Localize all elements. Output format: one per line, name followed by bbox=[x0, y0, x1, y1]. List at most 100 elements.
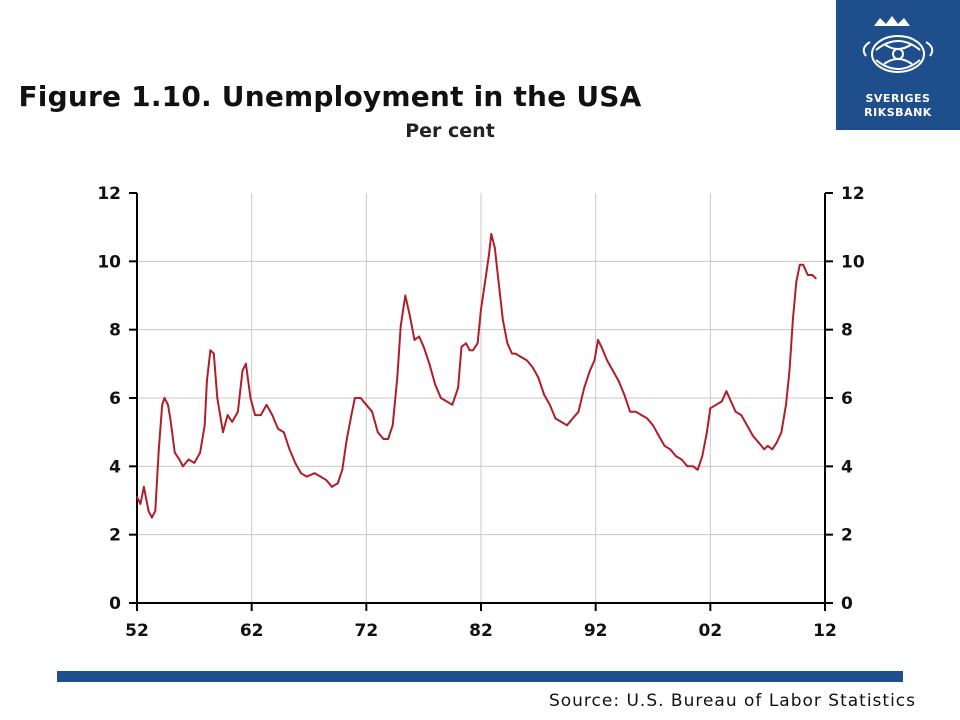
data-point bbox=[484, 277, 487, 280]
data-point bbox=[617, 380, 620, 382]
data-point bbox=[652, 424, 654, 427]
x-tick-label: 92 bbox=[584, 621, 608, 641]
data-point bbox=[212, 352, 215, 355]
chart-subtitle: Per cent bbox=[405, 120, 495, 142]
data-point bbox=[589, 369, 591, 372]
data-point bbox=[359, 397, 362, 399]
x-tick-label: 82 bbox=[469, 621, 493, 641]
data-point bbox=[399, 325, 402, 328]
series-layer bbox=[136, 233, 817, 519]
data-point bbox=[811, 274, 814, 276]
y-tick-label-left: 2 bbox=[109, 526, 121, 546]
data-point bbox=[173, 451, 176, 454]
y-tick-label-left: 6 bbox=[109, 389, 121, 409]
data-point bbox=[193, 462, 196, 464]
y-tick-label-right: 6 bbox=[841, 389, 853, 409]
data-point bbox=[751, 434, 754, 437]
data-point bbox=[525, 359, 528, 362]
data-point bbox=[696, 468, 699, 471]
data-point bbox=[178, 458, 181, 461]
data-point bbox=[798, 263, 801, 266]
x-tick-label: 52 bbox=[125, 621, 149, 641]
data-point bbox=[734, 410, 737, 413]
data-point bbox=[497, 277, 500, 280]
y-tick-label-left: 0 bbox=[109, 594, 121, 614]
data-point bbox=[288, 448, 291, 451]
data-point bbox=[199, 451, 201, 454]
data-point bbox=[766, 444, 769, 447]
data-point bbox=[413, 339, 416, 341]
riksbank-logo: SVERIGES RIKSBANK bbox=[836, 0, 960, 130]
data-point bbox=[151, 516, 153, 519]
data-point bbox=[331, 485, 333, 488]
data-point bbox=[511, 352, 513, 355]
data-point bbox=[795, 280, 798, 283]
data-point bbox=[802, 263, 805, 266]
data-point bbox=[161, 403, 164, 406]
data-point bbox=[600, 345, 603, 348]
data-point bbox=[294, 462, 297, 464]
data-point bbox=[720, 400, 723, 403]
data-point bbox=[771, 448, 774, 451]
data-point bbox=[376, 431, 379, 434]
y-tick-label-left: 8 bbox=[109, 321, 121, 341]
data-point bbox=[136, 496, 138, 498]
data-point bbox=[640, 414, 643, 416]
data-point bbox=[623, 393, 626, 396]
data-point bbox=[757, 441, 760, 444]
data-point bbox=[543, 393, 545, 396]
data-point bbox=[705, 431, 708, 434]
data-point bbox=[434, 383, 437, 386]
data-point bbox=[418, 335, 420, 338]
data-point bbox=[249, 397, 252, 399]
grid-lines bbox=[137, 193, 825, 603]
data-point bbox=[237, 410, 239, 413]
tick-marks bbox=[129, 192, 833, 611]
data-point bbox=[187, 458, 190, 461]
data-point bbox=[480, 308, 482, 311]
data-point bbox=[791, 318, 794, 321]
data-point bbox=[157, 448, 160, 451]
data-point bbox=[788, 369, 791, 372]
data-point bbox=[490, 233, 493, 235]
data-point bbox=[597, 339, 599, 341]
data-point bbox=[629, 410, 631, 413]
data-point bbox=[514, 352, 517, 355]
data-point bbox=[216, 397, 219, 399]
data-point bbox=[501, 318, 504, 321]
data-point bbox=[675, 455, 677, 457]
data-point bbox=[457, 386, 459, 389]
data-point bbox=[593, 359, 596, 362]
data-point bbox=[396, 376, 399, 379]
x-tick-label: 02 bbox=[698, 621, 722, 641]
data-point bbox=[740, 414, 743, 416]
x-tick-label: 62 bbox=[240, 621, 264, 641]
data-point bbox=[245, 362, 247, 365]
riksbank-emblem-icon bbox=[862, 16, 934, 73]
data-point bbox=[701, 455, 704, 457]
data-point bbox=[709, 407, 712, 410]
data-point bbox=[167, 403, 169, 406]
data-point bbox=[313, 472, 316, 475]
data-point bbox=[387, 438, 390, 440]
data-point bbox=[451, 403, 454, 406]
y-tick-label-right: 8 bbox=[841, 321, 853, 341]
y-tick-label-left: 12 bbox=[97, 184, 121, 204]
series-line-unemployment bbox=[136, 233, 817, 519]
data-point bbox=[657, 434, 660, 437]
data-point bbox=[345, 438, 348, 440]
data-point bbox=[780, 431, 783, 434]
data-point bbox=[583, 386, 586, 389]
data-point bbox=[806, 274, 809, 276]
data-point bbox=[669, 448, 672, 451]
footer-bar bbox=[57, 671, 903, 682]
data-point bbox=[554, 417, 557, 420]
data-point bbox=[231, 421, 234, 423]
data-point bbox=[493, 246, 496, 249]
data-point bbox=[353, 397, 356, 399]
data-point bbox=[548, 403, 551, 406]
data-point bbox=[371, 410, 373, 413]
data-point bbox=[222, 431, 224, 434]
data-point bbox=[785, 403, 787, 406]
